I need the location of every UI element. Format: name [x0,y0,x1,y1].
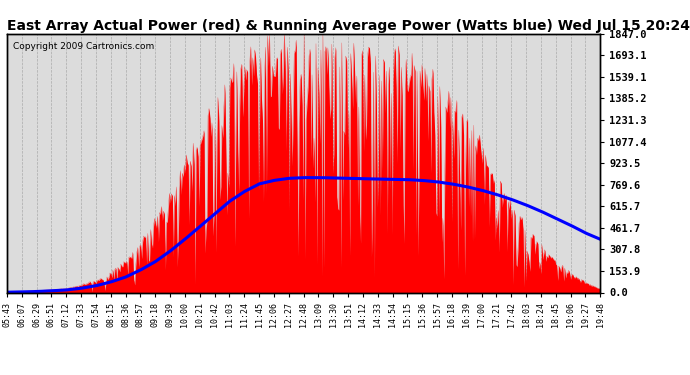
Text: East Array Actual Power (red) & Running Average Power (Watts blue) Wed Jul 15 20: East Array Actual Power (red) & Running … [7,19,690,33]
Text: Copyright 2009 Cartronics.com: Copyright 2009 Cartronics.com [13,42,154,51]
